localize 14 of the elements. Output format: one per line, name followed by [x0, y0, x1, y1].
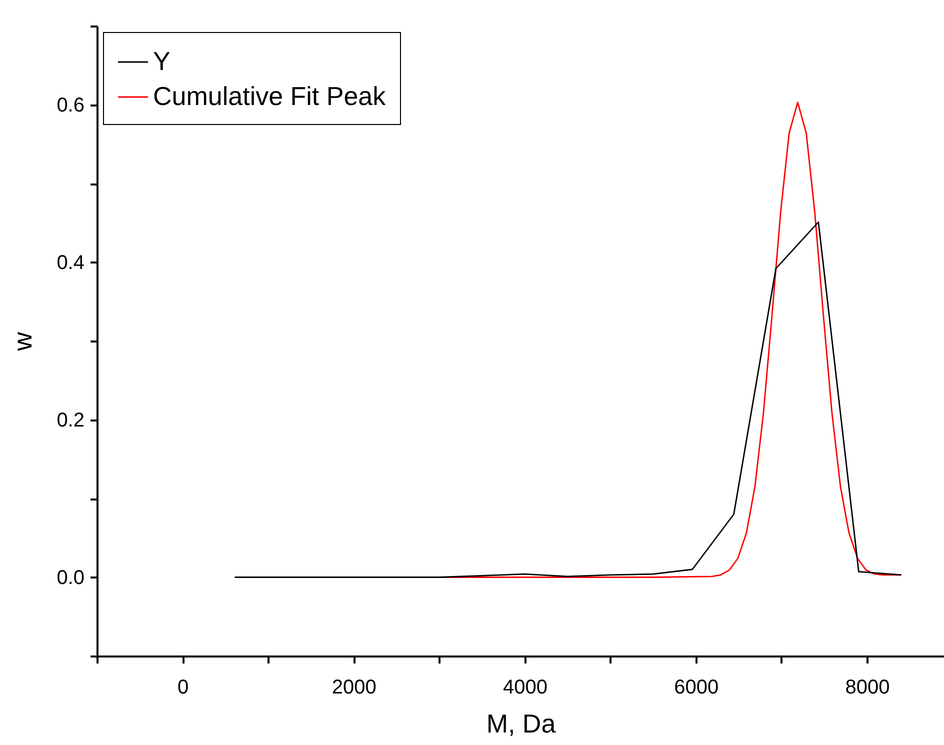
x-tick-label: 6000: [674, 676, 719, 698]
x-tick-label: 2000: [332, 676, 376, 698]
x-tick-label: 8000: [845, 676, 890, 698]
y-tick-label: 0.4: [56, 252, 84, 274]
legend-label: Y: [153, 46, 170, 76]
x-tick-label: 4000: [503, 676, 548, 698]
line-series: [234, 221, 902, 578]
x-tick-label: 0: [177, 676, 189, 698]
legend-label: Cumulative Fit Peak: [153, 81, 387, 111]
y-tick-label: 0.0: [56, 566, 84, 589]
y-tick-label: 0.2: [56, 409, 84, 432]
y-tick-label: 0.6: [56, 94, 84, 116]
x-axis-title: M, Da: [486, 708, 556, 738]
y-axis-title: w: [8, 332, 38, 352]
